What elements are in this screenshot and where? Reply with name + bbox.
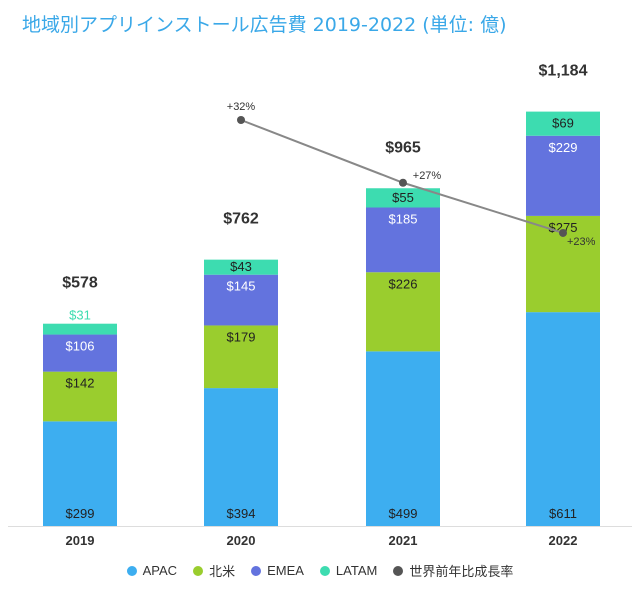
legend-swatch-latam xyxy=(319,565,330,576)
total-label-2022: $1,184 xyxy=(539,63,588,80)
legend-swatch-apac xyxy=(126,565,137,576)
bar-segment-north-america-2020 xyxy=(204,325,278,389)
chart-title: 地域別アプリインストール広告費 2019-2022 (単位: 億) xyxy=(22,14,507,36)
bar-segment-latam-2021 xyxy=(366,188,440,208)
bar-segment-north-america-2021 xyxy=(366,272,440,352)
data-label-latam-2019: $31 xyxy=(69,308,91,323)
data-label-north-america-2021: $226 xyxy=(389,276,418,291)
legend-label-emea: EMEA xyxy=(267,563,304,578)
legend-swatch-north-america xyxy=(193,565,204,576)
stacked-bar-chart: $299 $142 $106 $31 $578 2019 $394 $179 $145 $43 $7… xyxy=(8,63,632,548)
legend-label-growth: 世界前年比成長率 xyxy=(409,564,514,579)
data-label-emea-2022: $229 xyxy=(549,140,578,155)
growth-label-2021: +27% xyxy=(413,170,442,182)
legend-swatch-emea xyxy=(251,565,262,576)
legend-swatch-growth xyxy=(393,565,404,576)
chart-legend: APAC 北米 EMEA LATAM 世界前年比成長率 xyxy=(0,561,640,580)
legend-label-apac: APAC xyxy=(142,563,178,578)
data-label-apac-2020: $394 xyxy=(227,506,256,521)
bar-segment-apac-2019 xyxy=(43,421,117,526)
data-label-apac-2021: $499 xyxy=(389,506,418,521)
legend-label-north-america: 北米 xyxy=(209,564,236,579)
bar-segment-emea-2020 xyxy=(204,274,278,326)
data-label-latam-2022: $69 xyxy=(552,116,574,131)
legend-item-emea: EMEA xyxy=(251,563,304,578)
bar-segment-apac-2020 xyxy=(204,388,278,526)
data-label-emea-2021: $185 xyxy=(389,212,418,227)
bar-segment-emea-2019 xyxy=(43,334,117,372)
total-label-2021: $965 xyxy=(385,139,421,156)
growth-marker-2022 xyxy=(559,228,567,237)
bar-segment-latam-2022 xyxy=(526,111,600,136)
total-label-2020: $762 xyxy=(223,210,259,227)
growth-label-2022: +23% xyxy=(567,236,596,248)
bar-segment-latam-2020 xyxy=(204,259,278,275)
data-label-apac-2019: $299 xyxy=(66,506,95,521)
data-label-latam-2021: $55 xyxy=(392,190,414,205)
bar-segment-north-america-2019 xyxy=(43,371,117,422)
x-tick-label-2019: 2019 xyxy=(66,533,95,548)
growth-label-2020: +32% xyxy=(227,101,256,113)
bar-segment-latam-2019 xyxy=(43,323,117,335)
data-label-north-america-2020: $179 xyxy=(227,329,256,344)
legend-item-apac: APAC xyxy=(126,563,178,578)
bar-segment-emea-2021 xyxy=(366,207,440,273)
x-tick-label-2020: 2020 xyxy=(227,533,256,548)
growth-marker-2020 xyxy=(237,116,245,124)
total-label-2019: $578 xyxy=(62,275,98,292)
data-label-emea-2019: $106 xyxy=(66,339,95,354)
x-tick-label-2021: 2021 xyxy=(389,533,418,548)
legend-item-latam: LATAM xyxy=(319,563,378,578)
bar-segment-apac-2022 xyxy=(526,312,600,526)
bar-segment-apac-2021 xyxy=(366,351,440,526)
legend-item-growth: 世界前年比成長率 xyxy=(393,561,513,580)
data-label-north-america-2019: $142 xyxy=(66,376,95,391)
data-label-latam-2020: $43 xyxy=(230,259,252,274)
legend-label-latam: LATAM xyxy=(335,563,378,578)
x-tick-label-2022: 2022 xyxy=(549,533,578,548)
data-label-apac-2022: $611 xyxy=(549,506,577,521)
legend-item-north-america: 北米 xyxy=(193,561,235,580)
growth-marker-2021 xyxy=(399,178,407,187)
bar-segment-emea-2022 xyxy=(526,135,600,216)
data-label-emea-2020: $145 xyxy=(227,279,256,294)
